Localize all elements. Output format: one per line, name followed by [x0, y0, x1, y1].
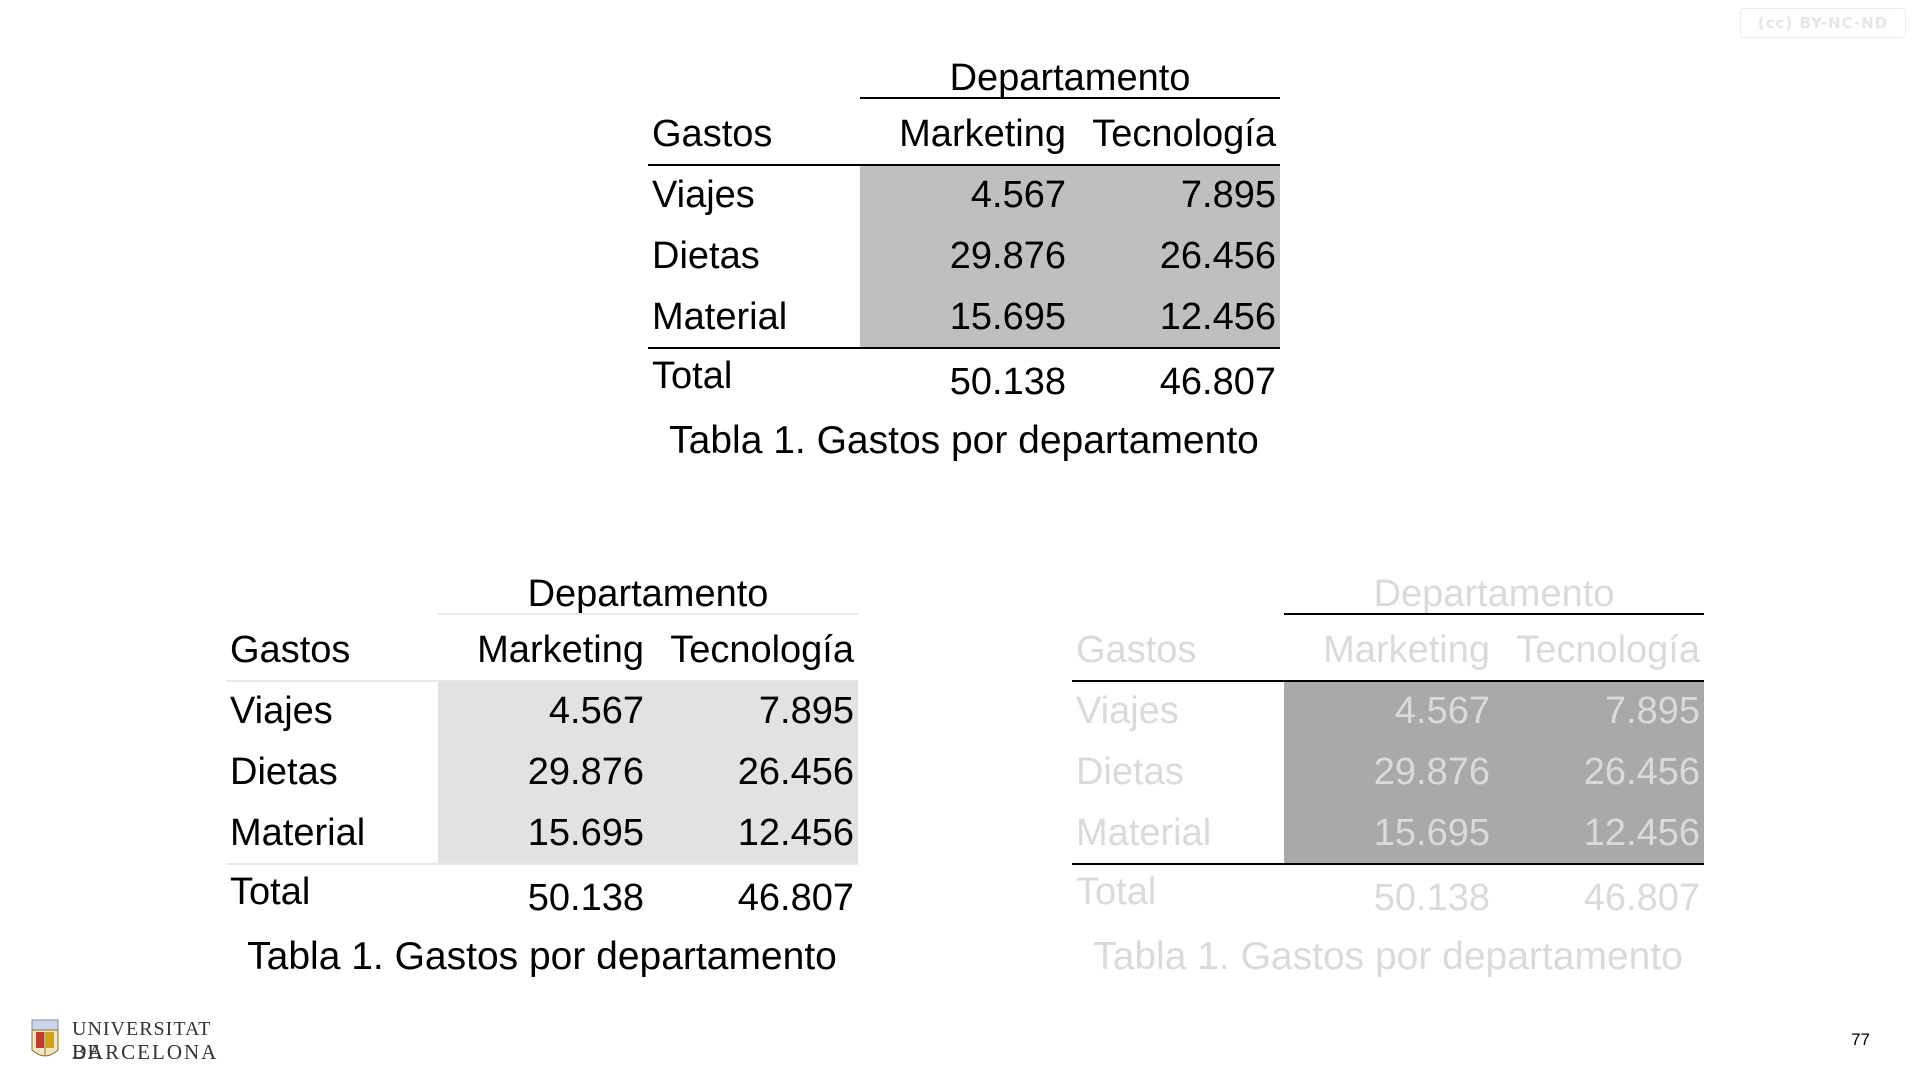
logo-line-2: BARCELONA	[72, 1040, 219, 1064]
row-label: Dietas	[230, 751, 338, 793]
cell-value: 15.695	[527, 812, 644, 854]
cell-value: 26.456	[737, 751, 854, 793]
data-cells-shading	[438, 681, 858, 864]
cell-value: 4.567	[1394, 690, 1490, 732]
total-label: Total	[230, 871, 311, 913]
total-value: 46.807	[737, 877, 854, 919]
total-row: Total 50.138 46.807	[648, 352, 1280, 413]
column-header-marketing: Marketing	[1323, 629, 1490, 671]
header-row: Gastos Marketing Tecnología	[1072, 620, 1704, 681]
table-row: Viajes 4.567 7.895	[226, 681, 858, 742]
table-caption: Tabla 1. Gastos por departamento	[247, 935, 837, 978]
column-header-tecnologia: Tecnología	[1092, 113, 1276, 155]
header-rule	[226, 680, 858, 682]
dept-header: Departamento	[949, 57, 1191, 99]
cell-value: 7.895	[1604, 690, 1700, 732]
cell-value: 12.456	[1583, 812, 1700, 854]
table-expenses-by-department-faded: Departamento Gastos Marketing Tecnología Via…	[1072, 556, 1704, 996]
row-label: Material	[1076, 812, 1212, 854]
column-header-tecnologia: Tecnología	[1516, 629, 1700, 671]
total-value: 50.138	[949, 361, 1066, 403]
cell-value: 12.456	[1159, 296, 1276, 338]
cell-value: 15.695	[1373, 812, 1490, 854]
table-row: Material 15.695 12.456	[1072, 803, 1704, 864]
data-cells-shading	[1284, 681, 1704, 864]
table-expenses-by-department-light: Departamento Gastos Marketing Tecnología Via…	[226, 556, 858, 996]
table-caption: Tabla 1. Gastos por departamento	[669, 419, 1259, 462]
table-row: Dietas 29.876 26.456	[226, 742, 858, 803]
cell-value: 4.567	[548, 690, 644, 732]
table-row: Dietas 29.876 26.456	[1072, 742, 1704, 803]
dept-header-rule	[438, 613, 858, 615]
header-row: Gastos Marketing Tecnología	[648, 104, 1280, 165]
row-label: Material	[652, 296, 788, 338]
column-header-marketing: Marketing	[899, 113, 1066, 155]
table-row: Material 15.695 12.456	[226, 803, 858, 864]
row-label: Viajes	[230, 690, 333, 732]
table-caption: Tabla 1. Gastos por departamento	[1093, 935, 1683, 978]
total-row: Total 50.138 46.807	[226, 868, 858, 929]
table-row: Dietas 29.876 26.456	[648, 226, 1280, 287]
dept-header: Departamento	[527, 573, 769, 615]
total-rule	[648, 347, 1280, 349]
university-logo: UNIVERSITAT DE BARCELONA	[30, 1016, 220, 1066]
total-value: 46.807	[1159, 361, 1276, 403]
column-header-marketing: Marketing	[477, 629, 644, 671]
row-header: Gastos	[230, 629, 351, 671]
total-row: Total 50.138 46.807	[1072, 868, 1704, 929]
total-value: 50.138	[527, 877, 644, 919]
table-expenses-by-department: Departamento Gastos Marketing Tecnología Via…	[648, 40, 1280, 480]
dept-header: Departamento	[1373, 573, 1615, 615]
total-label: Total	[1076, 871, 1157, 913]
row-header: Gastos	[1076, 629, 1197, 671]
data-cells-shading	[860, 165, 1280, 348]
cell-value: 26.456	[1583, 751, 1700, 793]
header-rule	[648, 164, 1280, 166]
logo-line-1: UNIVERSITAT DE	[72, 1018, 212, 1063]
university-shield-icon	[31, 1019, 59, 1057]
cell-value: 4.567	[970, 174, 1066, 216]
cell-value: 26.456	[1159, 235, 1276, 277]
total-value: 46.807	[1583, 877, 1700, 919]
row-header: Gastos	[652, 113, 773, 155]
table-row: Material 15.695 12.456	[648, 287, 1280, 348]
cell-value: 29.876	[1373, 751, 1490, 793]
row-label: Dietas	[1076, 751, 1184, 793]
row-label: Viajes	[1076, 690, 1179, 732]
total-value: 50.138	[1373, 877, 1490, 919]
table-row: Viajes 4.567 7.895	[1072, 681, 1704, 742]
total-label: Total	[652, 355, 733, 397]
cell-value: 29.876	[949, 235, 1066, 277]
row-label: Dietas	[652, 235, 760, 277]
column-header-tecnologia: Tecnología	[670, 629, 854, 671]
dept-header-rule	[1284, 613, 1704, 615]
page-number: 77	[1851, 1030, 1870, 1049]
table-row: Viajes 4.567 7.895	[648, 165, 1280, 226]
row-label: Material	[230, 812, 366, 854]
total-rule	[226, 863, 858, 865]
license-badge: (cc) BY-NC-ND	[1740, 8, 1906, 38]
header-row: Gastos Marketing Tecnología	[226, 620, 858, 681]
cell-value: 15.695	[949, 296, 1066, 338]
cell-value: 7.895	[758, 690, 854, 732]
row-label: Viajes	[652, 174, 755, 216]
cell-value: 7.895	[1180, 174, 1276, 216]
total-rule	[1072, 863, 1704, 865]
cell-value: 29.876	[527, 751, 644, 793]
cell-value: 12.456	[737, 812, 854, 854]
dept-header-rule	[860, 97, 1280, 99]
header-rule	[1072, 680, 1704, 682]
